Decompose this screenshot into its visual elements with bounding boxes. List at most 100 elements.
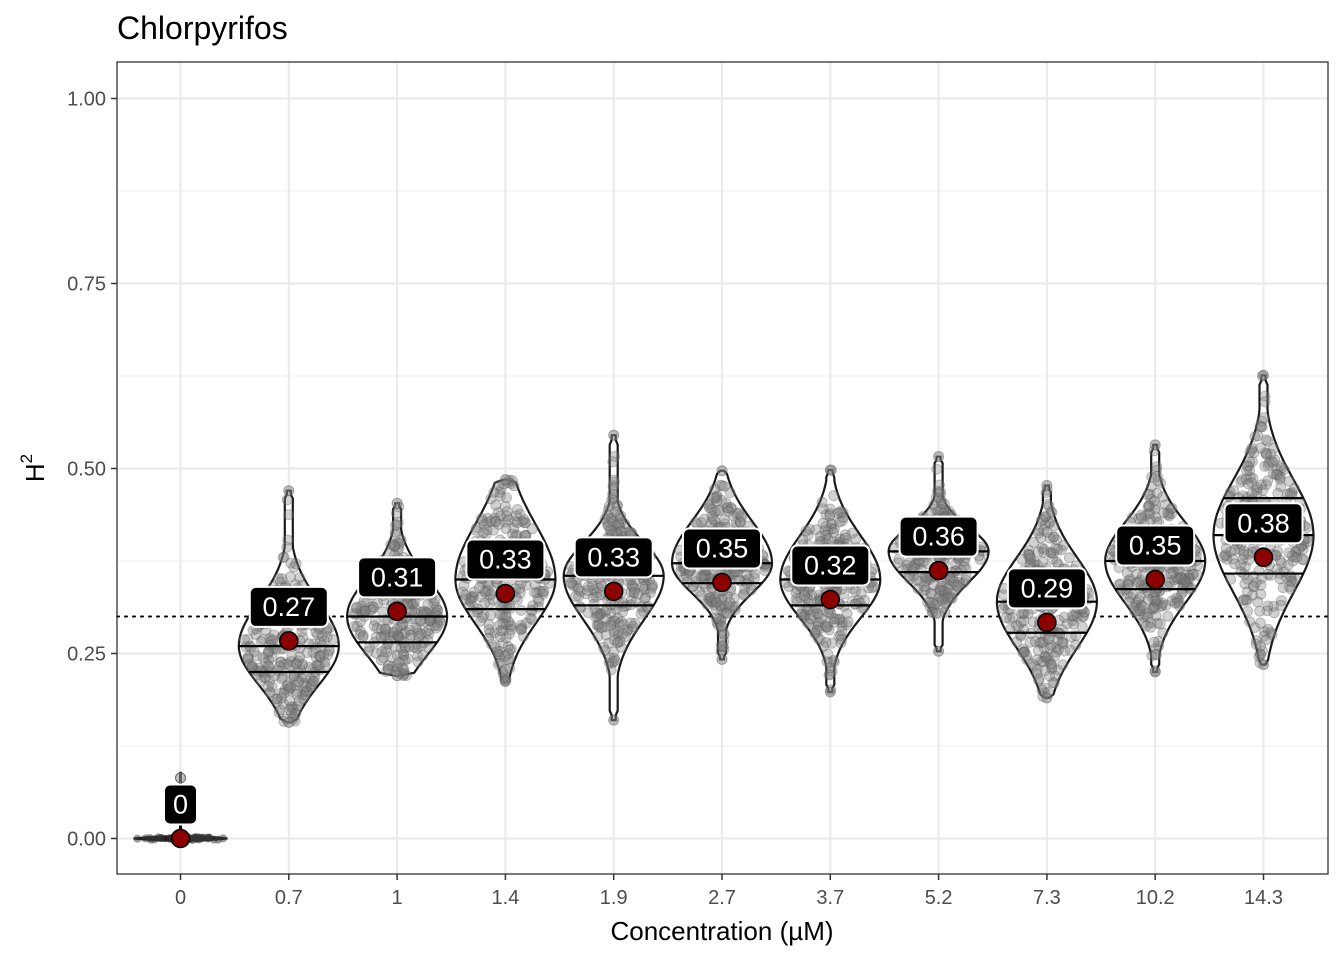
data-point (242, 653, 254, 665)
data-point (494, 619, 506, 631)
data-point (391, 670, 403, 682)
data-point (397, 654, 409, 666)
data-point (759, 565, 771, 576)
data-point (1151, 461, 1163, 473)
data-point (318, 649, 330, 661)
data-point (591, 619, 603, 631)
axes: 0.00 0.25 0.50 0.75 1.00 0 0.7 1 1.4 1.9 2.7 3.7 5.2… (67, 89, 1283, 910)
data-point (368, 620, 380, 632)
data-point (307, 675, 319, 687)
data-point (499, 516, 511, 528)
data-point (710, 596, 722, 608)
data-point (281, 541, 293, 553)
data-point (724, 596, 736, 608)
data-point (251, 650, 263, 662)
data-point (702, 592, 714, 604)
data-point (813, 609, 824, 621)
data-point (733, 574, 745, 586)
data-point (313, 660, 325, 671)
data-point (586, 580, 598, 592)
data-point (595, 607, 606, 619)
data-point (516, 622, 528, 634)
data-point (930, 608, 942, 620)
data-point (722, 502, 734, 513)
data-point (1121, 567, 1133, 579)
data-point (593, 620, 605, 632)
data-point (301, 647, 313, 659)
data-point (1076, 621, 1088, 633)
y-tick-label: 1.00 (67, 89, 106, 111)
data-point (1057, 659, 1069, 671)
data-point (591, 607, 603, 619)
data-point (537, 588, 549, 600)
data-point (298, 685, 310, 697)
data-point (355, 616, 366, 627)
data-point (312, 629, 323, 640)
data-point (495, 510, 507, 522)
data-point (729, 604, 741, 616)
data-point (604, 524, 616, 536)
data-point (500, 632, 512, 644)
data-point (1043, 632, 1055, 644)
data-point (379, 623, 391, 635)
data-point (1166, 502, 1178, 514)
data-point (484, 589, 496, 601)
data-point (357, 630, 369, 641)
data-point (273, 573, 285, 585)
data-point (604, 652, 616, 663)
data-point (627, 623, 638, 635)
data-point (276, 656, 287, 668)
data-point (382, 635, 394, 647)
data-point (475, 513, 487, 525)
data-point (646, 579, 658, 591)
data-point (512, 517, 523, 529)
data-point (494, 651, 506, 663)
data-point (254, 665, 266, 677)
data-point (459, 593, 471, 605)
data-point (823, 624, 835, 636)
y-tick-label: 0.75 (67, 274, 106, 296)
data-point (611, 499, 623, 511)
data-point (432, 604, 444, 616)
data-point (735, 509, 747, 521)
data-point (640, 591, 652, 603)
data-point (505, 643, 517, 655)
data-point (297, 658, 309, 670)
data-point (415, 628, 427, 640)
data-point (745, 584, 757, 596)
data-point (626, 580, 638, 592)
data-point (283, 685, 294, 696)
data-point (392, 629, 404, 641)
data-point (260, 656, 272, 668)
data-point (592, 582, 604, 594)
data-point (481, 524, 493, 536)
data-point (367, 601, 379, 613)
data-point (239, 634, 250, 646)
x-tick-label: 1.4 (491, 887, 519, 909)
data-point (392, 537, 404, 549)
data-point (283, 485, 295, 497)
data-point (1238, 549, 1250, 561)
data-point (710, 591, 722, 603)
data-point (514, 508, 526, 520)
data-point (354, 628, 366, 640)
data-point (526, 614, 538, 625)
data-point (607, 493, 619, 505)
data-point (493, 519, 505, 530)
data-point (395, 534, 407, 546)
data-point (709, 483, 720, 495)
data-point (1229, 558, 1241, 570)
data-point (490, 499, 502, 511)
data-point (1255, 421, 1267, 433)
data-point (582, 585, 594, 596)
data-point (348, 621, 360, 632)
data-point (1149, 666, 1161, 678)
data-point (706, 510, 718, 522)
data-point (1225, 573, 1237, 585)
data-point (387, 660, 399, 672)
data-point (504, 644, 516, 656)
data-point (824, 510, 836, 522)
mean-point (170, 828, 191, 849)
data-point (534, 585, 546, 597)
data-point (316, 630, 328, 642)
